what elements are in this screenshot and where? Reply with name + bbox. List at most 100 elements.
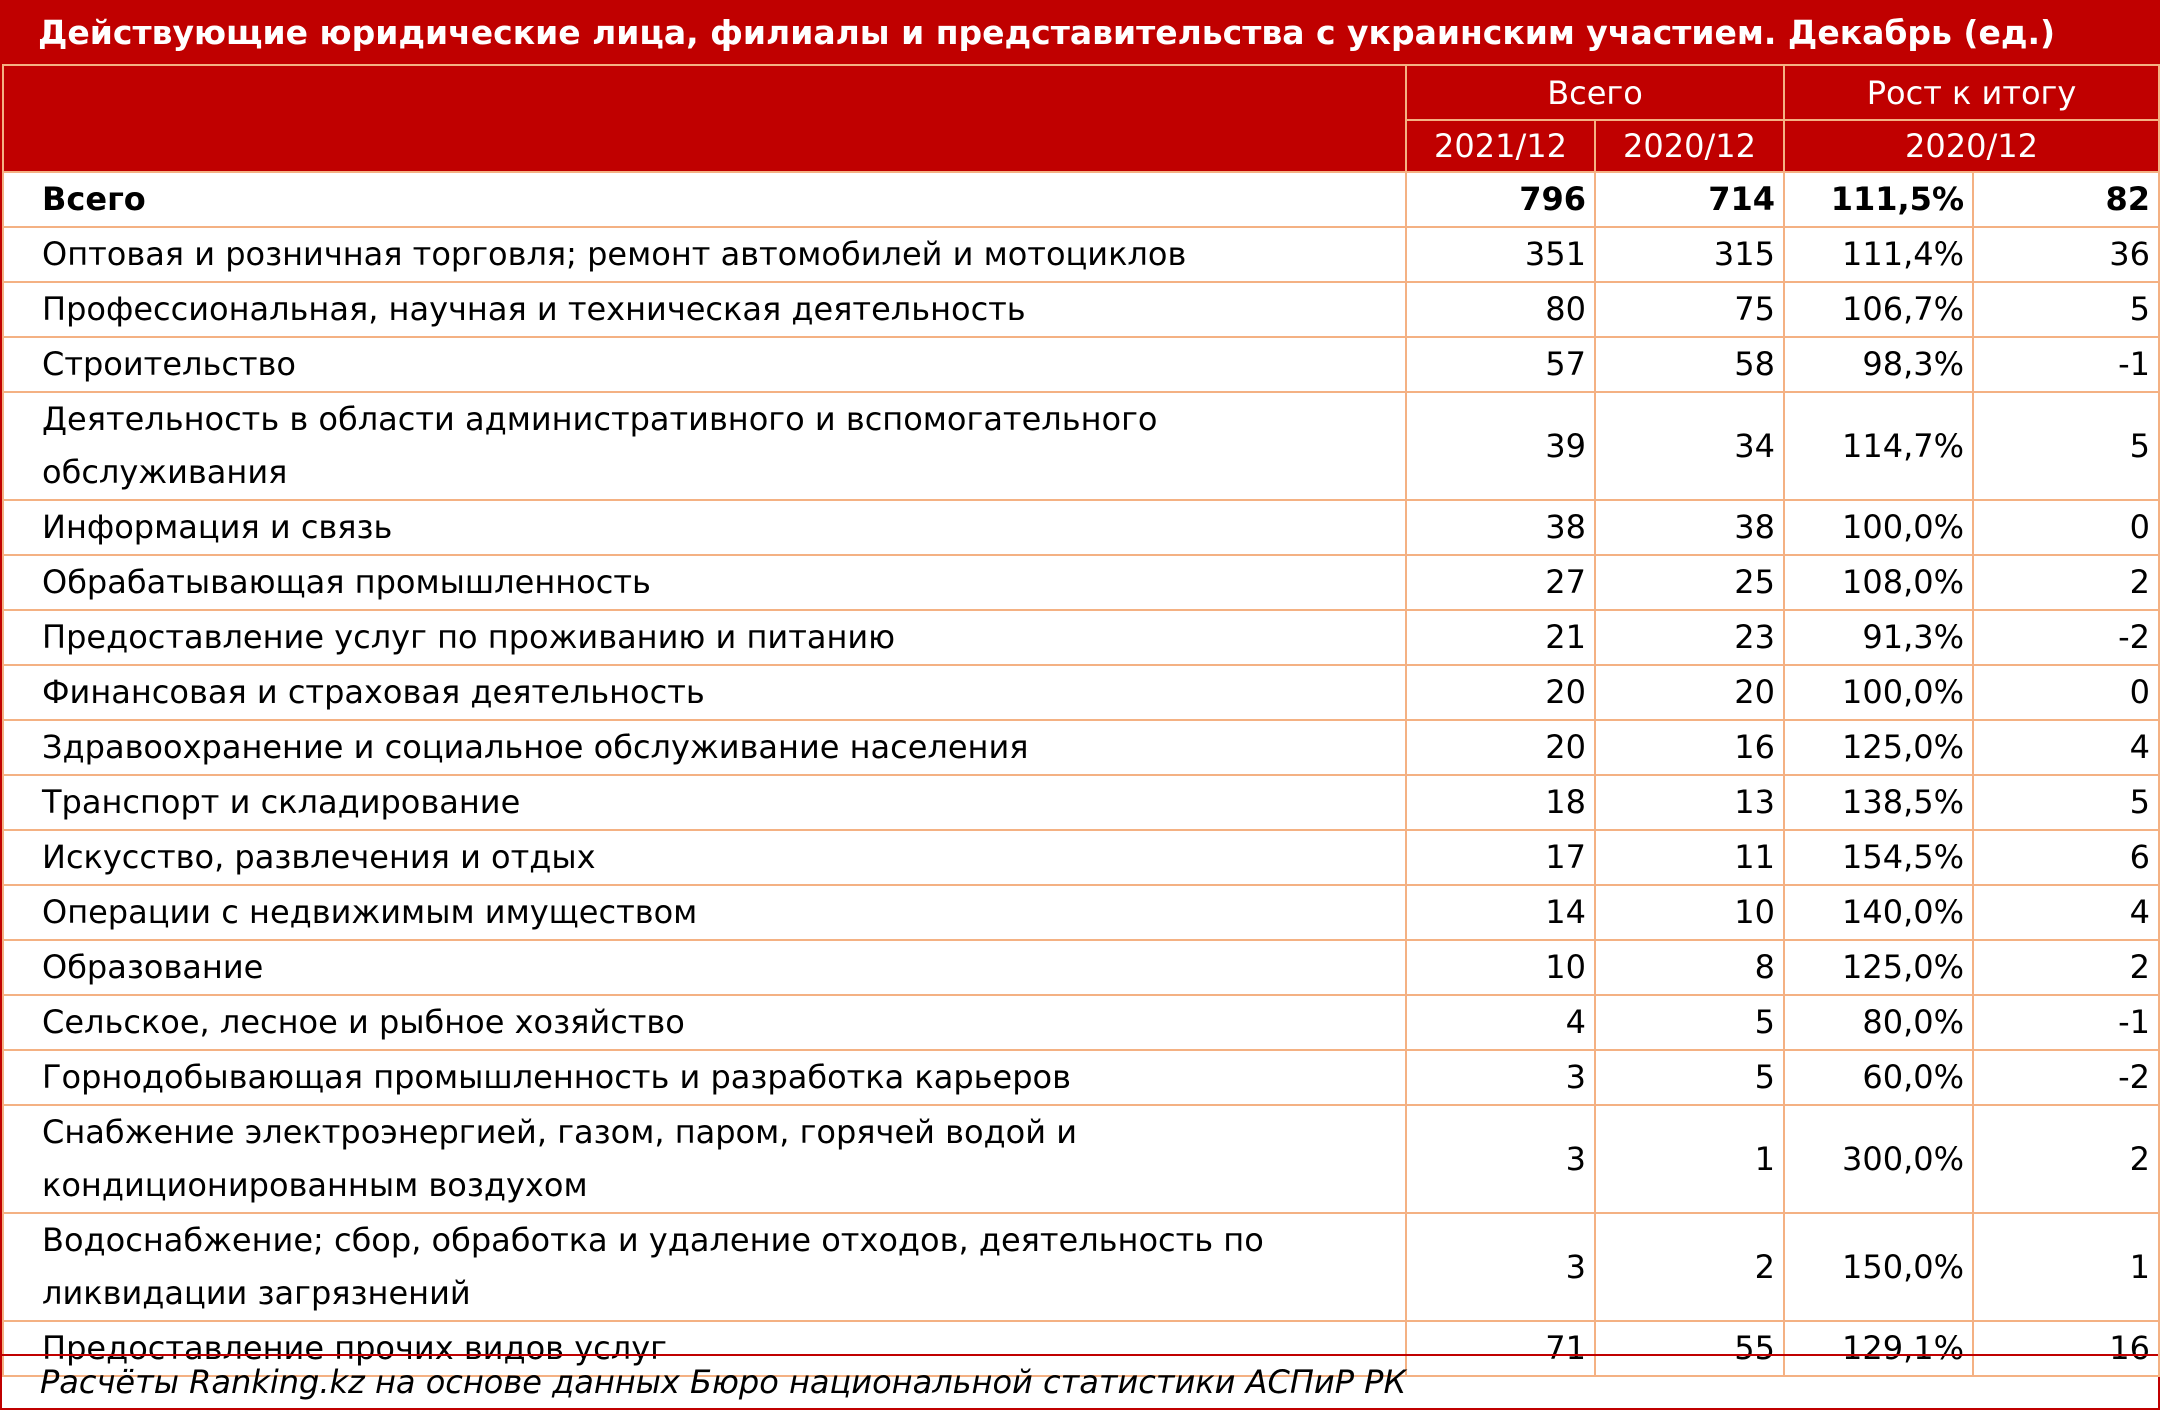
- value-2020: 315: [1594, 226, 1785, 283]
- row-label: Сельское, лесное и рыбное хозяйство: [2, 994, 1407, 1051]
- row-label: Профессиональная, научная и техническая …: [2, 281, 1407, 338]
- row-label: Оптовая и розничная торговля; ремонт авт…: [2, 226, 1407, 283]
- row-label: Предоставление прочих видов услуг: [2, 1320, 1407, 1377]
- value-2020: 16: [1594, 719, 1785, 776]
- value-2020: 10: [1594, 884, 1785, 941]
- growth-absolute: 2: [1971, 939, 2160, 996]
- table-row: Горнодобывающая промышленность и разрабо…: [2, 1049, 2160, 1106]
- row-label: Образование: [2, 939, 1407, 996]
- header-growth: Рост к итогу: [1782, 64, 2160, 121]
- table-row: Строительство 57 58 98,3% -1: [2, 336, 2160, 393]
- growth-absolute: -2: [1971, 609, 2160, 666]
- table-body: Всего 796 714 111,5% 82 Оптовая и розничная т…: [2, 171, 2160, 1377]
- row-label: Финансовая и страховая деятельность: [2, 664, 1407, 721]
- value-2021: 3: [1405, 1049, 1596, 1106]
- table-row: Обрабатывающая промышленность 27 25 108,0% 2: [2, 554, 2160, 611]
- growth-percent: 111,4%: [1783, 226, 1974, 283]
- growth-absolute: 36: [1971, 226, 2160, 283]
- value-2020: 5: [1594, 994, 1785, 1051]
- growth-percent: 91,3%: [1783, 609, 1974, 666]
- growth-percent: 60,0%: [1783, 1049, 1974, 1106]
- row-label: Здравоохранение и социальное обслуживани…: [2, 719, 1407, 776]
- row-label: Деятельность в области административного…: [2, 391, 1407, 501]
- growth-absolute: 2: [1971, 554, 2160, 611]
- value-2021: 21: [1405, 609, 1596, 666]
- table-row: Операции с недвижимым имуществом 14 10 140,…: [2, 884, 2160, 941]
- value-2020: 13: [1594, 774, 1785, 831]
- growth-absolute: 6: [1971, 829, 2160, 886]
- table-row: Сельское, лесное и рыбное хозяйство 4 5 80,…: [2, 994, 2160, 1051]
- value-2021: 10: [1405, 939, 1596, 996]
- growth-absolute: 16: [1971, 1320, 2160, 1377]
- value-2020: 23: [1594, 609, 1785, 666]
- growth-percent: 100,0%: [1783, 664, 1974, 721]
- value-2020: 38: [1594, 499, 1785, 556]
- growth-percent: 138,5%: [1783, 774, 1974, 831]
- value-2021: 80: [1405, 281, 1596, 338]
- growth-absolute: 4: [1971, 884, 2160, 941]
- value-2021: 3: [1405, 1212, 1596, 1322]
- row-label: Всего: [2, 171, 1407, 228]
- growth-percent: 150,0%: [1783, 1212, 1974, 1322]
- growth-absolute: 0: [1971, 499, 2160, 556]
- growth-percent: 154,5%: [1783, 829, 1974, 886]
- table-row: Финансовая и страховая деятельность 20 20 1…: [2, 664, 2160, 721]
- growth-absolute: 4: [1971, 719, 2160, 776]
- table-row: Профессиональная, научная и техническая …: [2, 281, 2160, 338]
- value-2020: 1: [1594, 1104, 1785, 1214]
- growth-absolute: 82: [1971, 171, 2160, 228]
- value-2021: 71: [1405, 1320, 1596, 1377]
- header-total: Всего: [1405, 64, 1785, 121]
- row-label: Обрабатывающая промышленность: [2, 554, 1407, 611]
- table-row: Образование 10 8 125,0% 2: [2, 939, 2160, 996]
- growth-percent: 125,0%: [1783, 719, 1974, 776]
- table-row: Здравоохранение и социальное обслуживани…: [2, 719, 2160, 776]
- value-2020: 55: [1594, 1320, 1785, 1377]
- growth-percent: 106,7%: [1783, 281, 1974, 338]
- table-row: Предоставление прочих видов услуг 71 55 129…: [2, 1320, 2160, 1377]
- growth-absolute: -1: [1971, 994, 2160, 1051]
- title: Действующие юридические лица, филиалы и …: [2, 2, 2158, 64]
- value-2020: 5: [1594, 1049, 1785, 1106]
- value-2021: 20: [1405, 664, 1596, 721]
- footer-note: Расчёты Ranking.kz на основе данных Бюро…: [2, 1354, 2158, 1408]
- table-row: Искусство, развлечения и отдых 17 11 154,5%…: [2, 829, 2160, 886]
- value-2021: 4: [1405, 994, 1596, 1051]
- growth-absolute: 2: [1971, 1104, 2160, 1214]
- growth-absolute: -1: [1971, 336, 2160, 393]
- table-row: Предоставление услуг по проживанию и пит…: [2, 609, 2160, 666]
- growth-absolute: 5: [1971, 281, 2160, 338]
- growth-percent: 300,0%: [1783, 1104, 1974, 1214]
- growth-absolute: -2: [1971, 1049, 2160, 1106]
- row-label: Предоставление услуг по проживанию и пит…: [2, 609, 1407, 666]
- row-label: Транспорт и складирование: [2, 774, 1407, 831]
- value-2021: 39: [1405, 391, 1596, 501]
- table-row: Транспорт и складирование 18 13 138,5% 5: [2, 774, 2160, 831]
- value-2021: 57: [1405, 336, 1596, 393]
- table-row: Оптовая и розничная торговля; ремонт авт…: [2, 226, 2160, 283]
- header-2021: 2021/12: [1405, 119, 1596, 173]
- header-growth-period: 2020/12: [1782, 119, 2160, 173]
- value-2020: 11: [1594, 829, 1785, 886]
- value-2020: 8: [1594, 939, 1785, 996]
- growth-percent: 125,0%: [1783, 939, 1974, 996]
- header-blank: [2, 64, 1407, 173]
- value-2020: 2: [1594, 1212, 1785, 1322]
- growth-percent: 100,0%: [1783, 499, 1974, 556]
- row-label: Снабжение электроэнергией, газом, паром,…: [2, 1104, 1407, 1214]
- growth-percent: 108,0%: [1783, 554, 1974, 611]
- table-row: Деятельность в области административного…: [2, 391, 2160, 501]
- value-2021: 17: [1405, 829, 1596, 886]
- header-2020: 2020/12: [1594, 119, 1785, 173]
- value-2020: 34: [1594, 391, 1785, 501]
- growth-percent: 129,1%: [1783, 1320, 1974, 1377]
- table-row: Водоснабжение; сбор, обработка и удалени…: [2, 1212, 2160, 1322]
- value-2020: 58: [1594, 336, 1785, 393]
- row-label: Горнодобывающая промышленность и разрабо…: [2, 1049, 1407, 1106]
- table-row: Всего 796 714 111,5% 82: [2, 171, 2160, 228]
- growth-absolute: 5: [1971, 391, 2160, 501]
- value-2021: 20: [1405, 719, 1596, 776]
- growth-absolute: 0: [1971, 664, 2160, 721]
- row-label: Информация и связь: [2, 499, 1407, 556]
- growth-percent: 114,7%: [1783, 391, 1974, 501]
